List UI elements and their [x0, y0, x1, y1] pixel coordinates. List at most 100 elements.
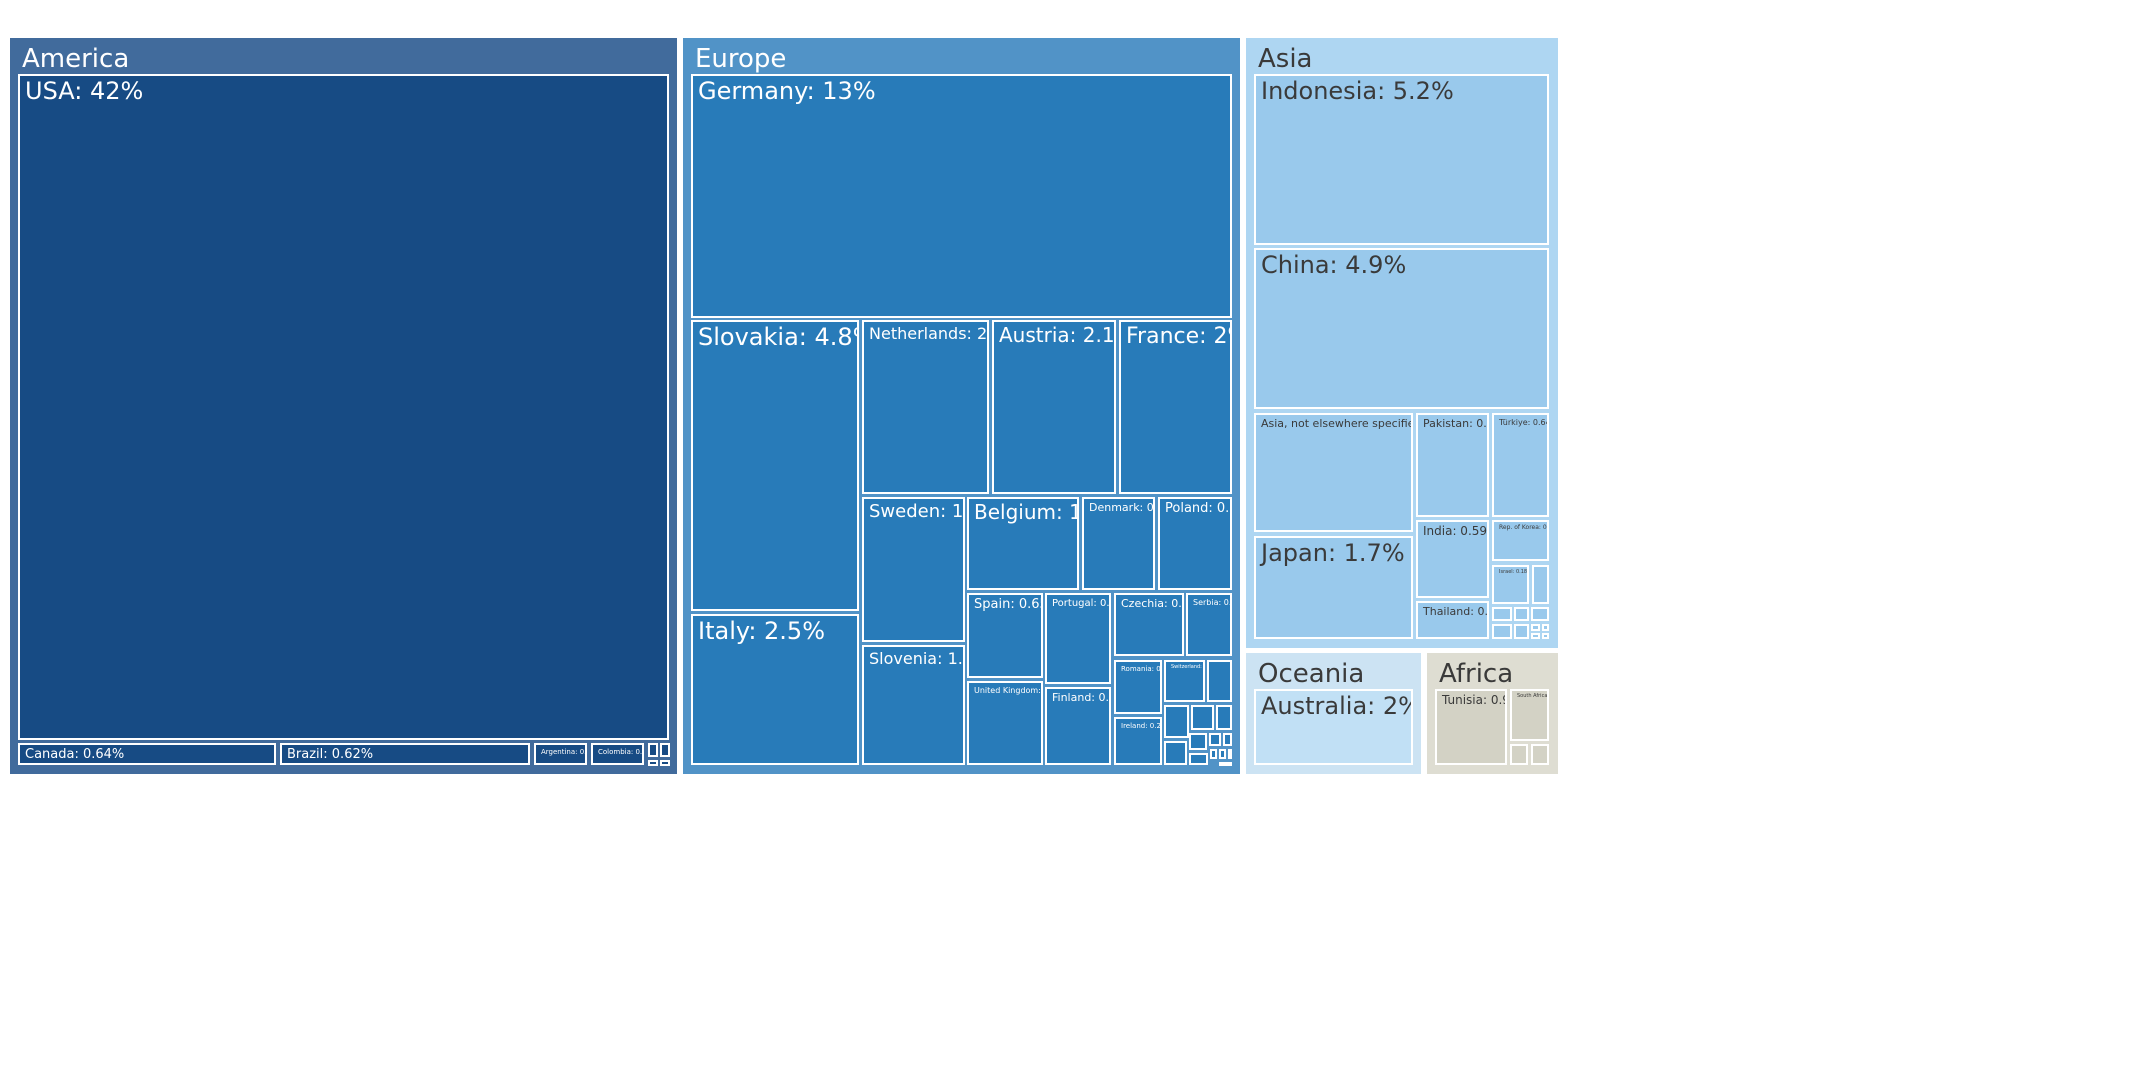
cell-label: Argentina: 0.14% [541, 748, 587, 756]
treemap-cell [1492, 624, 1512, 639]
treemap-cell [1542, 633, 1549, 639]
treemap-cell-israel: Israel: 0.18% [1492, 565, 1529, 604]
treemap-cell [648, 743, 658, 757]
cell-label: Indonesia: 5.2% [1261, 77, 1454, 105]
treemap-cell-germany: Germany: 13% [691, 74, 1232, 318]
cell-label: Slovenia: 1.3% [869, 649, 963, 668]
cell-label: Tunisia: 0.95% [1442, 693, 1505, 707]
treemap-cell-asia-not-elsewhere-specified: Asia, not elsewhere specified: 2% [1254, 413, 1413, 532]
treemap-cell [1216, 705, 1232, 730]
cell-label: India: 0.59% [1423, 524, 1488, 538]
treemap-cell [1514, 624, 1529, 639]
treemap-cell-united-kingdom: United Kingdom: 0.65% [967, 681, 1043, 765]
cell-label: Denmark: 0.7% [1089, 501, 1154, 514]
treemap-cell [1542, 624, 1549, 631]
treemap-cell [1228, 749, 1232, 759]
cell-label: Belgium: 1% [974, 500, 1077, 524]
cell-label: Israel: 0.18% [1499, 569, 1529, 575]
cell-label: Sweden: 1.5% [869, 501, 964, 522]
treemap-cell-serbia: Serbia: 0.32% [1186, 593, 1232, 656]
treemap-cell [1207, 660, 1232, 702]
cell-label: Romania: 0.27% [1121, 665, 1161, 673]
cell-label: Australia: 2% [1261, 692, 1413, 720]
treemap-cell-poland: Poland: 0.7% [1158, 497, 1232, 590]
cell-label: Netherlands: 2.2% [869, 324, 988, 343]
cell-label: Slovakia: 4.8% [698, 323, 859, 351]
treemap-cell-slovakia: Slovakia: 4.8% [691, 320, 859, 611]
cell-label: Türkiye: 0.64% [1499, 418, 1547, 427]
treemap-cell-finland: Finland: 0.54% [1045, 687, 1111, 765]
treemap-cell [1209, 733, 1221, 746]
cell-label: Finland: 0.54% [1052, 691, 1110, 704]
treemap-cell [1223, 733, 1232, 746]
treemap-cell-switzerland: Switzerland: 0.26% [1164, 660, 1205, 702]
cell-label: Italy: 2.5% [698, 617, 826, 645]
cell-label: Ireland: 0.25% [1121, 722, 1161, 730]
treemap-cell [1189, 733, 1207, 750]
treemap-cell-colombia: Colombia: 0.14% [591, 743, 644, 765]
treemap-cell-denmark: Denmark: 0.7% [1082, 497, 1155, 590]
treemap-cell-india: India: 0.59% [1416, 520, 1489, 598]
treemap-cell-brazil: Brazil: 0.62% [280, 743, 530, 765]
treemap-cell [1514, 607, 1529, 621]
treemap-cell-japan: Japan: 1.7% [1254, 536, 1413, 639]
treemap-cell [1531, 607, 1549, 621]
treemap-cell-australia: Australia: 2% [1254, 689, 1413, 765]
cell-label: United Kingdom: 0.65% [974, 686, 1041, 695]
cell-label: France: 2% [1126, 324, 1230, 349]
region-africa: Africa Tunisia: 0.95% South Africa: 0.5% [1427, 653, 1558, 774]
region-title: Africa [1439, 659, 1514, 689]
treemap-cell [1191, 705, 1214, 730]
cell-label: Czechia: 0.46% [1121, 597, 1182, 610]
cell-label: Pakistan: 0.82% [1423, 417, 1487, 430]
region-europe: Europe Germany: 13% Slovakia: 4.8% Italy: 2… [683, 38, 1240, 774]
region-title: America [22, 44, 130, 74]
treemap-cell-thailand: Thailand: 0.31% [1416, 601, 1489, 639]
treemap-cell [1531, 744, 1549, 765]
treemap-cell-argentina: Argentina: 0.14% [534, 743, 587, 765]
treemap-cell-romania: Romania: 0.27% [1114, 660, 1162, 714]
treemap-cell [1492, 607, 1512, 621]
treemap-cell-rep-of-korea: Rep. of Korea: 0.27% [1492, 520, 1549, 561]
treemap-cell [648, 760, 658, 766]
treemap-cell-netherlands: Netherlands: 2.2% [862, 320, 989, 494]
cell-label: Switzerland: 0.26% [1171, 664, 1203, 670]
treemap-cell [1189, 753, 1208, 765]
region-oceania: Oceania Australia: 2% [1246, 653, 1421, 774]
cell-label: Colombia: 0.14% [598, 748, 643, 756]
cell-label: Portugal: 0.63% [1052, 598, 1110, 609]
region-title: Europe [695, 44, 787, 74]
region-title: Oceania [1258, 659, 1365, 689]
cell-label: Germany: 13% [698, 77, 876, 105]
treemap-cell-china: China: 4.9% [1254, 248, 1549, 409]
region-asia: Asia Indonesia: 5.2% China: 4.9% Asia, not … [1246, 38, 1558, 648]
treemap-cell-pakistan: Pakistan: 0.82% [1416, 413, 1489, 517]
treemap-cell [1164, 741, 1187, 765]
treemap-cell-austria: Austria: 2.1% [992, 320, 1116, 494]
treemap-cell-tunisia: Tunisia: 0.95% [1435, 689, 1507, 765]
treemap-cell [1531, 633, 1540, 639]
treemap-cell-portugal: Portugal: 0.63% [1045, 593, 1111, 684]
treemap-cell [660, 760, 670, 766]
cell-label: USA: 42% [25, 77, 144, 105]
cell-label: Japan: 1.7% [1261, 539, 1405, 567]
cell-label: Poland: 0.7% [1165, 501, 1230, 516]
treemap-cell-canada: Canada: 0.64% [18, 743, 276, 765]
cell-label: Spain: 0.65% [974, 597, 1041, 612]
treemap-cell-czechia: Czechia: 0.46% [1114, 593, 1184, 656]
cell-label: South Africa: 0.5% [1517, 693, 1549, 699]
treemap-cell-france: France: 2% [1119, 320, 1232, 494]
region-america: America USA: 42% Canada: 0.64% Brazil: 0.62… [10, 38, 677, 774]
treemap-cell [1510, 744, 1528, 765]
cell-label: Austria: 2.1% [999, 323, 1115, 347]
treemap-cell-indonesia: Indonesia: 5.2% [1254, 74, 1549, 245]
treemap-cell-t-rkiye: Türkiye: 0.64% [1492, 413, 1549, 517]
treemap-cell [1532, 565, 1549, 604]
cell-label: Thailand: 0.31% [1423, 605, 1488, 618]
cell-label: Rep. of Korea: 0.27% [1499, 524, 1549, 531]
treemap-cell-italy: Italy: 2.5% [691, 614, 859, 765]
treemap-cell [660, 743, 670, 757]
treemap-cell [1210, 749, 1217, 759]
treemap-cell-slovenia: Slovenia: 1.3% [862, 645, 965, 765]
cell-label: China: 4.9% [1261, 251, 1407, 279]
